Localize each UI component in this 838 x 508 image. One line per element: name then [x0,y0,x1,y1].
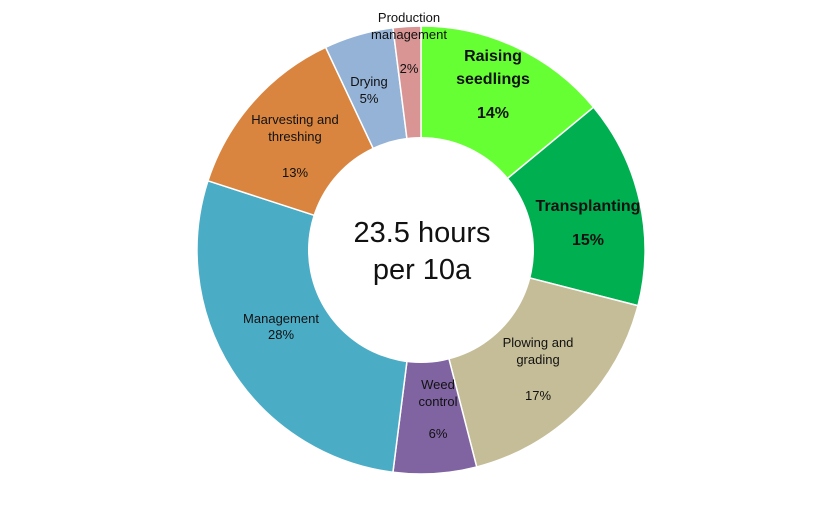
slice-7-percent: 2% [400,61,419,76]
slice-6-percent: 5% [360,91,379,106]
slice-7-label-line-1: management [371,27,447,42]
slice-2-percent: 17% [525,388,551,403]
slice-2-label-line-0: Plowing and [503,335,574,350]
slice-7-label-line-0: Production [378,10,440,25]
center-text-line-1: 23.5 hours [353,217,490,249]
slice-2-label-line-1: grading [516,352,559,367]
slice-5-percent: 13% [282,165,308,180]
slice-6-label-line-0: Drying [350,74,388,89]
slice-3-label-line-1: control [418,394,457,409]
slice-4-label-line-0: Management [243,311,319,326]
slice-4-percent: 28% [268,327,294,342]
slice-3-label-line-0: Weed [421,377,455,392]
center-text-line-2: per 10a [373,254,472,286]
donut-hole [308,137,534,363]
slice-1-percent: 15% [572,232,604,249]
slice-0-label-line-1: seedlings [456,71,530,88]
slice-0-label-line-0: Raising [464,48,522,65]
slice-1-label-line-0: Transplanting [536,198,641,215]
slice-5-label-line-0: Harvesting and [251,112,338,127]
slice-3-percent: 6% [429,426,448,441]
slice-0-percent: 14% [477,105,509,122]
slice-5-label-line-1: threshing [268,129,321,144]
